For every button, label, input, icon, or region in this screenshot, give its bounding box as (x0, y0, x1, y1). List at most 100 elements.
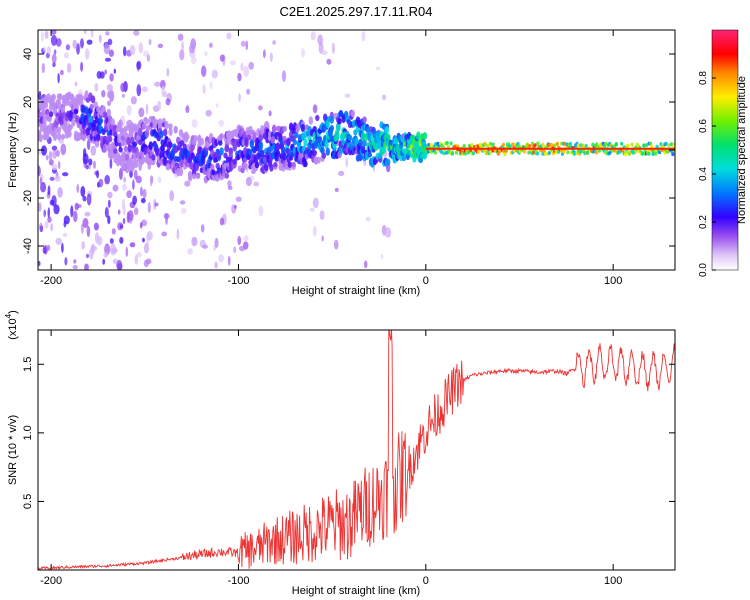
heatmap-ridge-cell (185, 134, 190, 140)
heatmap-ridge-cell (440, 150, 444, 155)
heatmap-ridge-cell (669, 142, 674, 147)
heatmap-noise-cell (130, 96, 137, 105)
heatmap-noise-cell (312, 104, 318, 114)
colorbar-label: Normalized spectral amplitude (736, 76, 748, 224)
heatmap-noise-cell (86, 253, 89, 259)
heatmap-ridge-cell (155, 147, 160, 157)
heatmap-noise-cell (216, 103, 219, 108)
heatmap-ridge-cell (614, 142, 619, 147)
snr-xtick-label: -100 (227, 575, 249, 587)
heatmap-ytick-label: -20 (22, 190, 34, 206)
heatmap-ridge-cell (488, 141, 493, 146)
heatmap-noise-cell (312, 197, 319, 209)
heatmap-noise-cell (147, 230, 153, 241)
heatmap-noise-cell (109, 238, 114, 244)
heatmap-ridge-cell (98, 118, 104, 124)
heatmap-ridge-cell (644, 143, 649, 148)
heatmap-noise-cell (200, 224, 205, 233)
heatmap-ridge-cell (671, 152, 675, 157)
heatmap-ridge-cell (126, 136, 131, 146)
heatmap-noise-cell (132, 179, 135, 191)
heatmap-ridge-cell (282, 125, 287, 132)
heatmap-ridge-cell (562, 149, 566, 154)
heatmap-noise-cell (62, 232, 68, 237)
heatmap-noise-cell (384, 227, 392, 238)
heatmap-noise-cell (262, 49, 266, 59)
heatmap-noise-cell (46, 46, 51, 54)
heatmap-noise-cell (38, 202, 42, 212)
heatmap-noise-cell (235, 196, 242, 202)
heatmap-ridge-cell (422, 132, 428, 140)
heatmap-ridge-cell (178, 167, 184, 177)
heatmap-noise-cell (85, 164, 89, 170)
heatmap-ridge-cell (254, 161, 260, 169)
heatmap-noise-cell (98, 178, 104, 188)
heatmap-ridge-cell (273, 161, 278, 168)
heatmap-noise-cell (72, 264, 78, 270)
heatmap-noise-cell (44, 30, 49, 39)
heatmap-noise-cell (321, 49, 328, 56)
heatmap-noise-cell (177, 33, 184, 41)
heatmap-ridge-cell (168, 127, 173, 136)
heatmap-noise-cell (122, 204, 126, 216)
heatmap-ridge-cell (94, 139, 100, 148)
heatmap-noise-cell (80, 38, 84, 49)
heatmap-ridge-cell (232, 158, 237, 165)
heatmap-noise-cell (227, 180, 232, 188)
heatmap-ridge-cell (269, 163, 274, 172)
heatmap-noise-cell (108, 49, 114, 57)
heatmap-ridge-cell (554, 150, 558, 155)
heatmap-ridge-cell (449, 141, 453, 146)
heatmap-noise-cell (38, 261, 41, 266)
heatmap-ridge-cell (523, 149, 527, 154)
heatmap-noise-cell (123, 46, 127, 57)
heatmap-noise-cell (120, 82, 126, 93)
heatmap-ridge-cell (582, 144, 586, 149)
heatmap-noise-cell (127, 210, 134, 222)
heatmap-noise-cell (86, 193, 92, 206)
heatmap-ridge-cell (641, 151, 645, 156)
heatmap-ridge-cell (486, 144, 490, 148)
heatmap-noise-cell (103, 252, 109, 258)
heatmap-ridge-cell (218, 140, 223, 146)
heatmap-noise-cell (312, 225, 317, 237)
heatmap-ridge-cell (159, 130, 164, 139)
heatmap-ridge-cell (312, 149, 317, 157)
heatmap-noise-cell (102, 258, 106, 265)
heatmap-noise-cell (109, 157, 113, 169)
heatmap-noise-cell (126, 190, 132, 199)
heatmap-ridge-cell (271, 124, 277, 134)
heatmap-noise-cell (81, 223, 84, 234)
heatmap-ridge-cell (60, 133, 66, 140)
heatmap-ridge-cell (134, 160, 139, 168)
heatmap-ridge-cell (572, 152, 577, 156)
heatmap-noise-cell (82, 217, 89, 229)
heatmap-noise-cell (333, 239, 339, 250)
heatmap-ridge-cell (536, 141, 540, 146)
heatmap-ridge-cell (604, 141, 608, 146)
heatmap-ridge-cell (672, 142, 675, 147)
heatmap-ridge-cell (559, 141, 563, 146)
heatmap-noise-cell (58, 160, 61, 170)
heatmap-noise-cell (51, 164, 58, 171)
heatmap-noise-cell (234, 204, 237, 209)
heatmap-noise-cell (219, 217, 225, 226)
heatmap-noise-cell (154, 81, 161, 87)
heatmap-noise-cell (74, 81, 78, 87)
heatmap-ridge-cell (362, 139, 367, 147)
heatmap-noise-cell (107, 215, 111, 225)
heatmap-noise-cell (126, 104, 132, 116)
heatmap-ridge-cell (384, 125, 390, 135)
heatmap-noise-cell (40, 181, 47, 193)
heatmap-noise-cell (98, 34, 102, 43)
heatmap-noise-cell (219, 54, 225, 62)
heatmap-ridge-cell (243, 162, 248, 170)
heatmap-noise-cell (248, 61, 254, 70)
heatmap-noise-cell (281, 70, 287, 82)
heatmap-ridge-cell (347, 134, 353, 142)
heatmap-noise-cell (181, 41, 184, 52)
heatmap-ridge-cell (107, 135, 113, 143)
heatmap-ridge-cell (96, 134, 101, 142)
heatmap-ridge-cell (429, 142, 433, 147)
